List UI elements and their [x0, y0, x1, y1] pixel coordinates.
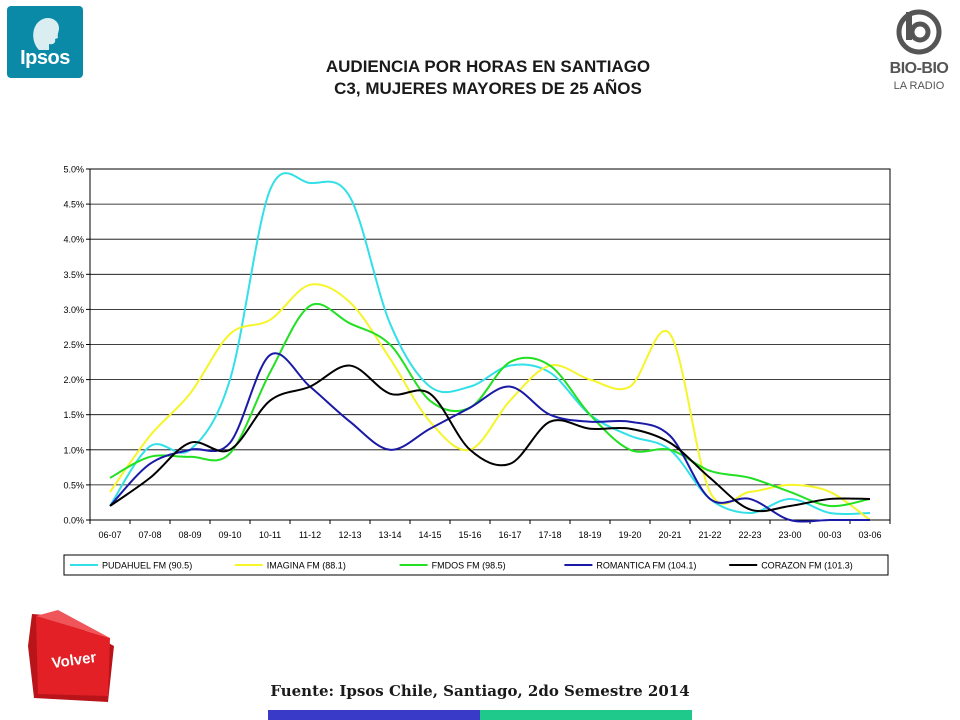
x-tick-label: 09-10 [218, 530, 241, 540]
legend-label: PUDAHUEL FM (90.5) [102, 561, 192, 571]
x-tick-label: 17-18 [538, 530, 561, 540]
biobio-logo: BIO-BIO LA RADIO [884, 8, 954, 100]
x-tick-label: 19-20 [618, 530, 641, 540]
x-tick-label: 18-19 [578, 530, 601, 540]
x-tick-label: 06-07 [98, 530, 121, 540]
x-tick-label: 10-11 [259, 530, 281, 540]
ipsos-logo-text: Ipsos [20, 47, 70, 69]
ipsos-logo: Ipsos [7, 6, 83, 78]
chart-title: AUDIENCIA POR HORAS EN SANTIAGO C3, MUJE… [200, 56, 776, 100]
biobio-emblem-icon [896, 9, 942, 55]
source-note: Fuente: Ipsos Chile, Santiago, 2do Semes… [270, 682, 690, 700]
x-tick-label: 07-08 [138, 530, 161, 540]
x-tick-label: 22-23 [738, 530, 761, 540]
legend-box [63, 554, 889, 576]
y-tick-label: 2.0% [63, 375, 84, 385]
x-tick-label: 08-09 [178, 530, 201, 540]
series-line-1 [109, 172, 871, 516]
y-tick-label: 0.5% [63, 480, 84, 490]
x-tick-label: 03-06 [858, 530, 881, 540]
chart-title-line2: C3, MUJERES MAYORES DE 25 AÑOS [334, 79, 642, 98]
x-tick-label: 16-17 [498, 530, 521, 540]
line-chart: 0.0% 0.5% 1.0% 1.5% 2.0% 2.5% 3.0% 3.5% 4.0% 4.5%… [63, 165, 891, 576]
legend-label: CORAZON FM (101.3) [761, 561, 853, 571]
x-tick-label: 00-03 [818, 530, 841, 540]
x-tick-label: 23-00 [778, 530, 801, 540]
volver-button[interactable] [28, 606, 114, 702]
legend-label: ROMANTICA FM (104.1) [596, 561, 696, 571]
y-tick-label: 4.5% [63, 200, 84, 210]
series-line-5 [109, 364, 871, 513]
legend-label: IMAGINA FM (88.1) [267, 561, 346, 571]
chart-title-line1: AUDIENCIA POR HORAS EN SANTIAGO [325, 57, 651, 76]
x-tick-label: 20-21 [658, 530, 681, 540]
biobio-logo-text: BIO-BIO [889, 60, 949, 77]
x-tick-label: 11-12 [299, 530, 321, 540]
legend-label: FMDOS FM (98.5) [432, 561, 506, 571]
footer-bar-green [480, 710, 692, 720]
x-tick-label: 15-16 [458, 530, 481, 540]
x-tick-label: 13-14 [378, 530, 401, 540]
y-tick-label: 1.0% [63, 445, 84, 455]
y-tick-label: 1.5% [63, 410, 84, 420]
y-tick-label: 2.5% [63, 340, 84, 350]
footer-bar-blue [268, 710, 480, 720]
series-line-2 [109, 283, 871, 521]
y-tick-label: 4.0% [63, 235, 84, 245]
series-line-4 [109, 352, 870, 523]
x-tick-label: 12-13 [338, 530, 361, 540]
volver-area: Volver [28, 606, 114, 702]
ipsos-head-icon [33, 17, 59, 50]
x-tick-label: 21-22 [698, 530, 721, 540]
y-tick-label: 0.0% [63, 516, 84, 526]
y-tick-label: 5.0% [63, 165, 84, 175]
x-tick-label: 14-15 [418, 530, 441, 540]
biobio-logo-subtext: LA RADIO [893, 80, 945, 92]
y-tick-label: 3.5% [63, 270, 84, 280]
y-tick-label: 3.0% [63, 305, 84, 315]
